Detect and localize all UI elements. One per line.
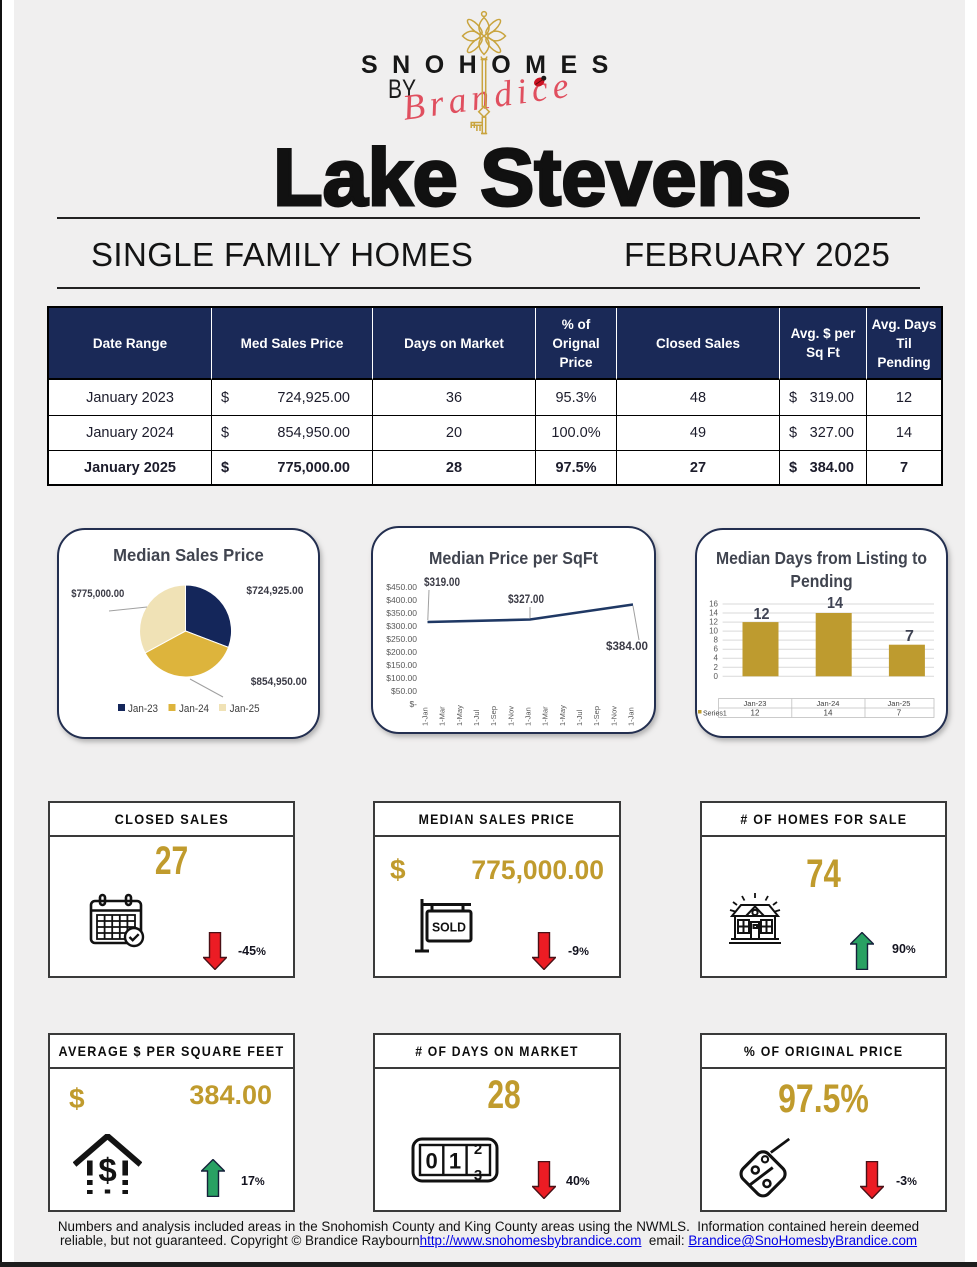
svg-text:7: 7	[905, 628, 914, 645]
svg-text:6: 6	[714, 645, 719, 654]
svg-text:14: 14	[827, 595, 843, 612]
svg-text:$854,950.00: $854,950.00	[251, 676, 307, 688]
svg-text:$-: $-	[409, 699, 417, 709]
svg-text:$50.00: $50.00	[391, 686, 417, 696]
svg-text:$400.00: $400.00	[386, 595, 417, 605]
svg-text:1-Jan: 1-Jan	[627, 707, 636, 726]
svg-text:Jan-24: Jan-24	[817, 699, 840, 708]
svg-text:12: 12	[754, 606, 770, 623]
svg-text:8: 8	[714, 636, 719, 645]
svg-text:Jan-24: Jan-24	[179, 703, 209, 715]
svg-text:14: 14	[824, 709, 833, 718]
svg-text:1-May: 1-May	[558, 705, 567, 726]
svg-text:Jan-23: Jan-23	[128, 703, 158, 715]
svg-text:Series1: Series1	[703, 711, 727, 718]
svg-text:1-Mar: 1-Mar	[438, 706, 447, 726]
svg-text:0: 0	[714, 672, 719, 681]
svg-text:1-Jan: 1-Jan	[421, 707, 430, 726]
svg-text:1-Nov: 1-Nov	[609, 706, 618, 726]
svg-text:1: 1	[449, 1149, 461, 1174]
svg-text:$384.00: $384.00	[606, 639, 648, 653]
svg-text:7: 7	[897, 709, 902, 718]
svg-text:1-Jan: 1-Jan	[524, 707, 533, 726]
svg-text:$100.00: $100.00	[386, 673, 417, 683]
svg-text:16: 16	[709, 600, 718, 609]
svg-text:$450.00: $450.00	[386, 582, 417, 592]
svg-text:1-Sep: 1-Sep	[489, 706, 498, 726]
svg-text:1-Jul: 1-Jul	[472, 709, 481, 726]
svg-text:$300.00: $300.00	[386, 621, 417, 631]
svg-text:$724,925.00: $724,925.00	[246, 585, 303, 597]
svg-text:Jan-25: Jan-25	[888, 699, 911, 708]
svg-text:1-May: 1-May	[455, 705, 464, 726]
svg-text:12: 12	[751, 709, 760, 718]
svg-text:$200.00: $200.00	[386, 647, 417, 657]
svg-text:$319.00: $319.00	[424, 575, 460, 589]
svg-text:$327.00: $327.00	[508, 592, 544, 606]
svg-text:1-Nov: 1-Nov	[506, 706, 515, 726]
svg-text:1-Sep: 1-Sep	[592, 706, 601, 726]
svg-text:2: 2	[714, 663, 719, 672]
svg-text:$150.00: $150.00	[386, 660, 417, 670]
svg-text:10: 10	[709, 627, 718, 636]
svg-text:1-Mar: 1-Mar	[541, 706, 550, 726]
svg-text:$: $	[98, 1152, 116, 1189]
svg-text:Jan-23: Jan-23	[744, 699, 767, 708]
svg-text:2: 2	[474, 1141, 482, 1158]
svg-text:14: 14	[709, 609, 718, 618]
svg-text:12: 12	[709, 618, 718, 627]
svg-text:0: 0	[425, 1149, 437, 1174]
svg-text:1-Jul: 1-Jul	[575, 709, 584, 726]
svg-text:$350.00: $350.00	[386, 608, 417, 618]
svg-text:4: 4	[714, 654, 719, 663]
svg-text:SOLD: SOLD	[432, 920, 466, 935]
svg-text:$250.00: $250.00	[386, 634, 417, 644]
svg-text:Jan-25: Jan-25	[230, 703, 260, 715]
svg-text:3: 3	[474, 1167, 482, 1183]
svg-text:$775,000.00: $775,000.00	[71, 588, 124, 600]
